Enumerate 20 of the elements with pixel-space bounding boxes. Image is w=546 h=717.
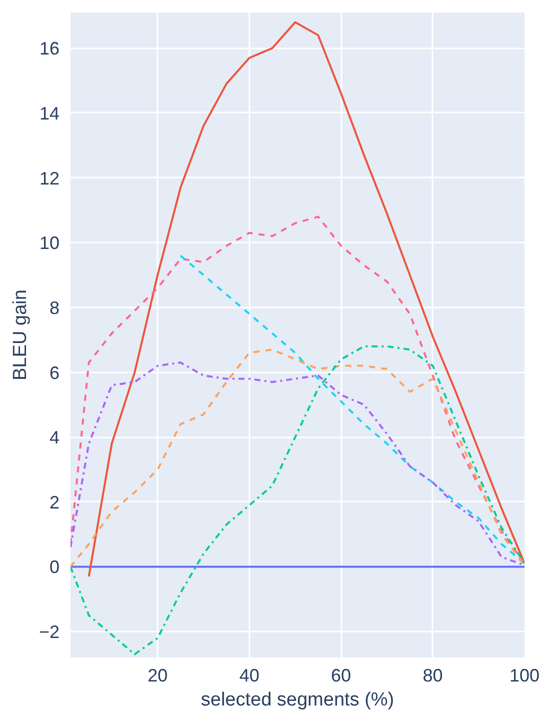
- line-series: [88, 21, 524, 578]
- x-tick-label: 60: [331, 666, 352, 686]
- y-tick-label: 16: [39, 38, 60, 59]
- line-series: [70, 345, 524, 656]
- y-axis-title: BLEU gain: [10, 290, 31, 380]
- line-series: [180, 254, 524, 565]
- y-tick-label: 10: [39, 233, 60, 254]
- x-axis-title: selected segments (%): [200, 690, 394, 710]
- y-tick-label: 14: [39, 103, 60, 124]
- y-tick-label: 0: [49, 557, 60, 578]
- x-tick-label: 40: [239, 666, 260, 686]
- y-tick-label: 2: [49, 492, 60, 512]
- y-tick-label: 12: [39, 168, 60, 188]
- y-tick-label: 6: [49, 362, 60, 383]
- y-tick-label: 8: [49, 298, 60, 318]
- x-tick-label: 100: [509, 666, 540, 686]
- x-tick-label: 80: [422, 666, 443, 686]
- y-tick-label: −2: [38, 622, 60, 642]
- x-tick-label: 20: [148, 666, 168, 686]
- y-tick-label: 4: [49, 428, 60, 448]
